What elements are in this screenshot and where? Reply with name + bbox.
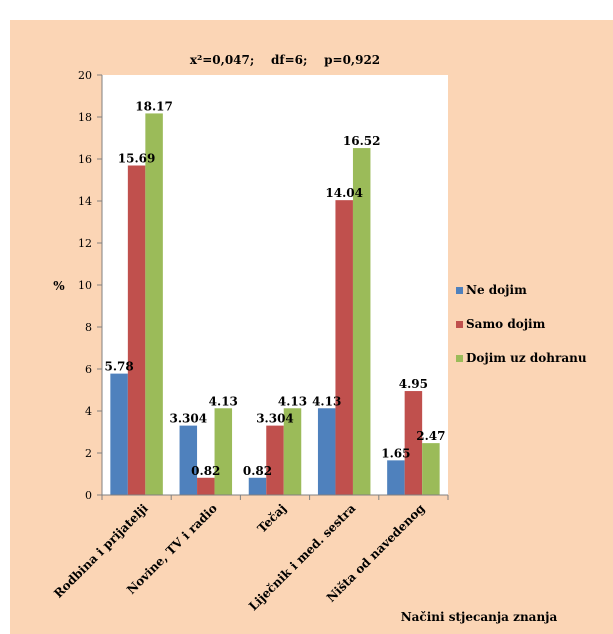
y-tick-label: 8 xyxy=(85,321,92,334)
top-white-margin xyxy=(0,0,613,20)
y-tick-label: 16 xyxy=(78,153,92,166)
bar xyxy=(145,113,163,496)
y-tick-label: 20 xyxy=(78,69,92,82)
bar-value-label: 14.04 xyxy=(325,186,363,200)
y-tick-label: 4 xyxy=(85,405,92,418)
legend-swatch xyxy=(456,355,463,362)
y-tick-label: 6 xyxy=(85,363,92,376)
bar xyxy=(387,460,405,495)
bar-value-label: 0.82 xyxy=(191,464,220,478)
legend-swatch xyxy=(456,321,463,328)
bar xyxy=(197,477,215,495)
bar xyxy=(404,391,423,495)
bar-value-label: 5.78 xyxy=(104,360,133,374)
y-tick-label: 12 xyxy=(78,237,92,250)
bar xyxy=(214,408,233,495)
legend-label: Dojim uz dohranu xyxy=(466,351,587,365)
legend-swatch xyxy=(456,287,463,294)
bar xyxy=(110,373,128,495)
bar-value-label: 15.69 xyxy=(118,152,156,166)
x-axis-label: Načini stjecanja znanja xyxy=(401,610,558,624)
bar xyxy=(317,408,336,495)
y-tick-label: 18 xyxy=(78,111,92,124)
bar-value-label: 0.82 xyxy=(243,464,272,478)
bar-labels: 5.7815.6918.173.3040.824.130.823.3044.13… xyxy=(104,99,445,477)
y-tick-label: 2 xyxy=(85,447,92,460)
chart-title: x²=0,047; df=6; p=0,922 xyxy=(190,53,380,67)
bar xyxy=(283,408,302,495)
axes xyxy=(101,75,449,500)
bar-value-label: 4.13 xyxy=(312,394,341,408)
bar-value-label: 3.304 xyxy=(170,412,208,426)
legend-label: Samo dojim xyxy=(466,317,546,331)
legend: Ne dojim Samo dojim Dojim uz dohranu xyxy=(456,283,587,365)
bar xyxy=(248,477,267,495)
y-axis-label: % xyxy=(53,279,65,293)
y-tick-label: 0 xyxy=(85,489,92,502)
y-axis-ticks: 0 2 4 6 8 10 12 14 16 18 20 xyxy=(78,69,102,502)
y-tick-label: 10 xyxy=(78,279,92,292)
bar-value-label: 4.95 xyxy=(399,377,428,391)
bar-value-label: 18.17 xyxy=(135,99,173,113)
y-tick-label: 14 xyxy=(78,195,92,208)
bars xyxy=(110,113,440,496)
bar-value-label: 1.65 xyxy=(381,446,410,460)
bar-value-label: 4.13 xyxy=(278,394,307,408)
bar-value-label: 4.13 xyxy=(209,394,238,408)
bar-value-label: 3.304 xyxy=(256,412,294,426)
legend-label: Ne dojim xyxy=(466,283,527,297)
bar-value-label: 2.47 xyxy=(416,429,445,443)
bar xyxy=(179,425,198,495)
bar xyxy=(127,165,146,495)
bar xyxy=(352,148,371,495)
bar xyxy=(266,425,284,495)
bar xyxy=(422,443,440,495)
bar xyxy=(335,200,353,495)
bar-value-label: 16.52 xyxy=(343,134,381,148)
